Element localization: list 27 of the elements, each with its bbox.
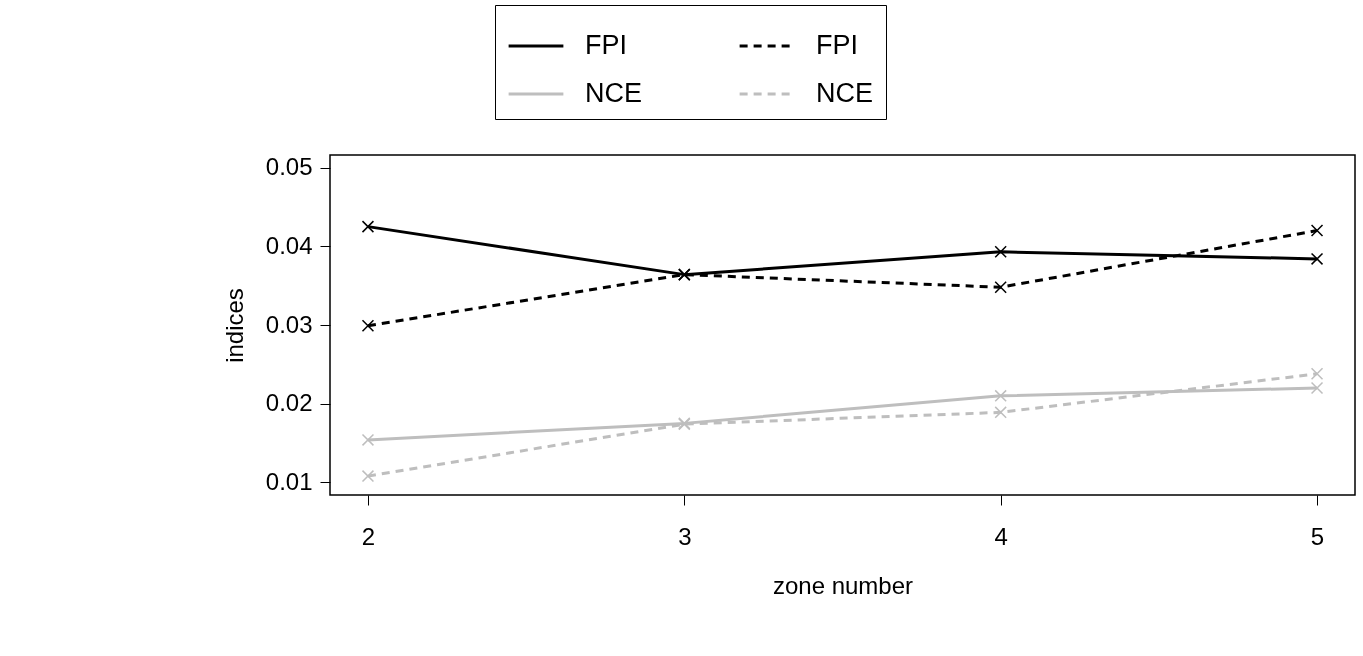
x-tick-label: 4 bbox=[994, 522, 1008, 550]
x-tick-label: 5 bbox=[1310, 522, 1325, 550]
y-axis-title: indices bbox=[220, 288, 248, 363]
x-tick-label: 2 bbox=[361, 522, 376, 550]
point bbox=[1310, 367, 1324, 381]
point bbox=[361, 220, 375, 233]
y-tick-label: 0.05 bbox=[265, 153, 313, 181]
y-tick-label: 0.01 bbox=[265, 467, 313, 495]
point bbox=[1310, 381, 1324, 395]
point bbox=[1310, 252, 1324, 266]
legend-label: NCE bbox=[816, 78, 874, 108]
point bbox=[1310, 224, 1324, 237]
y-tick-label: 0.03 bbox=[265, 310, 313, 338]
legend-label: NCE bbox=[585, 78, 643, 108]
point bbox=[361, 319, 375, 333]
point bbox=[361, 469, 375, 483]
legend-label: FPI bbox=[585, 30, 628, 60]
y-tick-label: 0.02 bbox=[265, 389, 313, 417]
x-axis-title: zone number bbox=[772, 571, 914, 599]
point bbox=[994, 389, 1007, 403]
point bbox=[994, 281, 1007, 294]
point bbox=[994, 406, 1007, 419]
x-tick-label: 3 bbox=[678, 522, 692, 550]
y-tick-label: 0.04 bbox=[265, 231, 313, 259]
point bbox=[994, 245, 1007, 259]
legend-label: FPI bbox=[816, 30, 859, 60]
point bbox=[361, 433, 375, 447]
